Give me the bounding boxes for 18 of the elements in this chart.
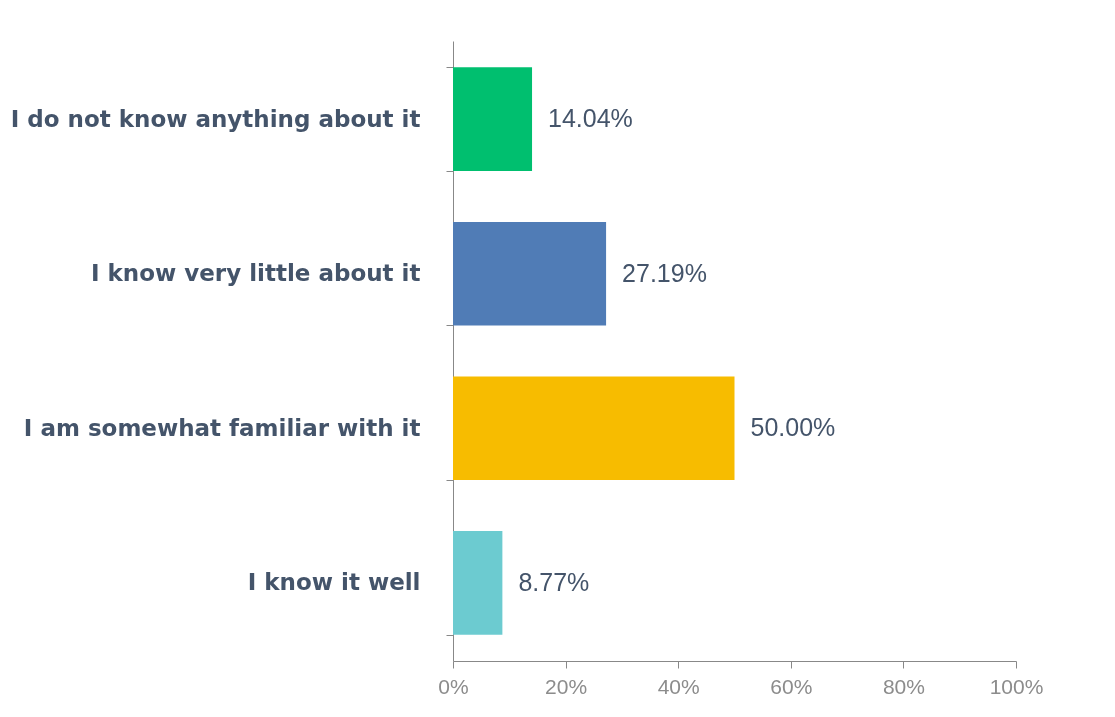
- bar: [453, 221, 607, 326]
- x-tick-label: 20%: [545, 674, 588, 698]
- y-tick-label: I know it well: [247, 569, 421, 596]
- y-tick-label: I am somewhat familiar with it: [23, 414, 421, 441]
- y-tick-label: I do not know anything about it: [10, 105, 421, 132]
- x-tick-label: 80%: [882, 674, 925, 698]
- bar: [453, 376, 735, 481]
- x-tick-label: 0%: [438, 674, 469, 698]
- bar: [453, 531, 503, 635]
- data-label: 8.77%: [518, 567, 590, 596]
- data-label: 14.04%: [548, 104, 633, 133]
- data-label: 50.00%: [750, 413, 836, 442]
- x-tick-label: 100%: [989, 674, 1044, 698]
- data-label: 27.19%: [622, 258, 707, 287]
- bar: [453, 67, 533, 171]
- y-tick-label: I know very little about it: [90, 260, 421, 287]
- x-tick-label: 60%: [770, 674, 813, 698]
- x-tick-label: 40%: [657, 674, 700, 698]
